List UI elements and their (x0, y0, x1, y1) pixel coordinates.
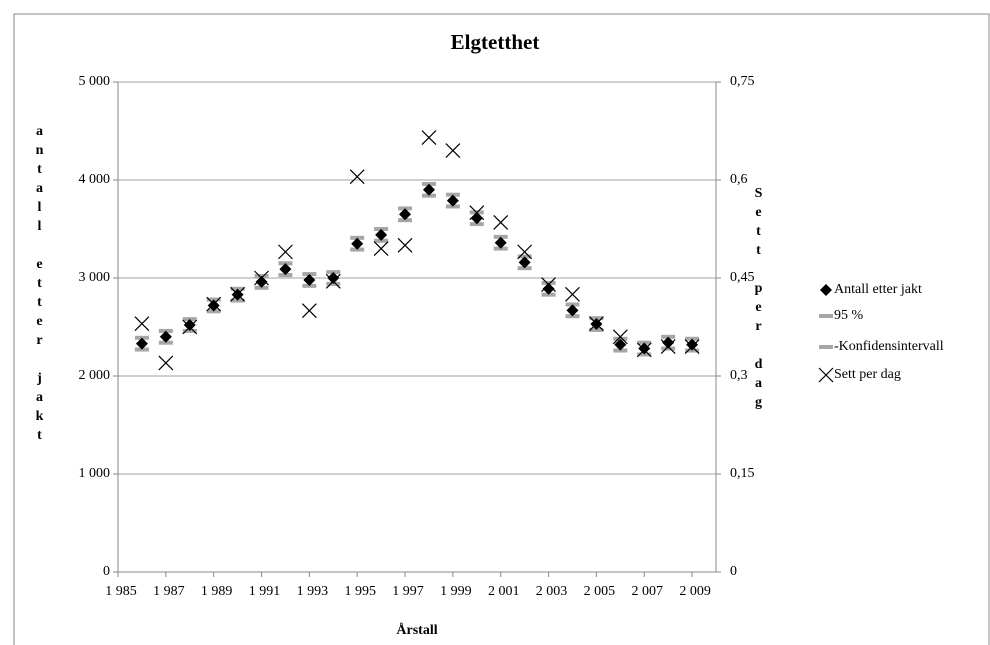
point (397, 237, 413, 253)
point (207, 299, 220, 312)
point (183, 319, 196, 332)
y2-tick-label: 0,45 (730, 270, 755, 285)
point (542, 282, 555, 295)
point (612, 329, 628, 345)
point (158, 355, 174, 371)
legend-label: -Konfidensintervall (834, 339, 944, 354)
legend-label: 95 % (834, 308, 864, 323)
y2-tick-label: 0,3 (730, 368, 748, 383)
y2-tick-label: 0,15 (730, 466, 755, 481)
y-tick-label: 3 000 (79, 270, 111, 285)
point (541, 277, 556, 292)
point (135, 337, 148, 350)
point (399, 208, 412, 221)
x-tick-label: 2 003 (536, 584, 568, 599)
point (469, 205, 485, 221)
x-tick-label: 1 995 (344, 584, 376, 599)
point (660, 339, 676, 355)
point (206, 296, 222, 312)
x-tick-label: 1 991 (249, 584, 281, 599)
point (636, 342, 652, 358)
y-tick-label: 4 000 (79, 172, 111, 187)
x-tick-label: 1 993 (297, 584, 329, 599)
y2-tick-label: 0,75 (730, 74, 755, 89)
point (230, 286, 246, 302)
point (518, 256, 531, 269)
y-axis-title: antall etter jakt (32, 124, 47, 447)
point (301, 303, 317, 319)
x-tick-label: 2 007 (631, 584, 663, 599)
point (588, 316, 604, 332)
chart-frame (13, 13, 990, 645)
legend-marker (818, 367, 834, 383)
point (566, 304, 579, 317)
x-tick-label: 1 985 (105, 584, 137, 599)
x-tick-label: 1 989 (201, 584, 233, 599)
x-tick-label: 1 999 (440, 584, 472, 599)
point (422, 183, 435, 196)
y-tick-label: 0 (103, 564, 110, 579)
point (254, 270, 269, 286)
y2-tick-label: 0,6 (730, 172, 748, 187)
point (565, 286, 580, 302)
y-tick-label: 2 000 (79, 368, 111, 383)
point (351, 237, 364, 250)
point (182, 319, 198, 335)
x-axis-title: Årstall (396, 622, 437, 638)
point (134, 316, 150, 332)
y2-axis-title: Sett per dag (751, 186, 766, 414)
point (327, 272, 340, 284)
y-tick-label: 1 000 (79, 466, 111, 481)
point (614, 338, 627, 351)
point (255, 275, 268, 288)
y2-tick-label: 0 (730, 564, 737, 579)
point (445, 143, 461, 159)
point (375, 228, 388, 241)
x-tick-label: 2 009 (679, 584, 711, 599)
point (686, 338, 699, 351)
point (325, 273, 341, 289)
point (493, 215, 509, 230)
point (517, 244, 533, 260)
point (684, 339, 700, 355)
y-tick-label: 5 000 (79, 74, 111, 89)
x-tick-label: 1 997 (392, 584, 424, 599)
point (159, 330, 172, 343)
point (421, 130, 437, 145)
point (662, 336, 675, 349)
chart-title: Elgtetthet (451, 30, 540, 54)
point (278, 244, 293, 260)
legend-label: Antall etter jakt (834, 282, 922, 297)
x-tick-label: 2 001 (488, 584, 520, 599)
legend-label: Sett per dag (834, 367, 901, 382)
point (303, 273, 316, 286)
legend-marker (820, 284, 832, 296)
point (494, 236, 507, 249)
x-tick-label: 1 987 (153, 584, 185, 599)
point (446, 194, 459, 207)
point (349, 169, 365, 185)
x-tick-label: 2 005 (584, 584, 616, 599)
point (638, 342, 651, 355)
point (373, 241, 389, 257)
point (279, 263, 292, 276)
